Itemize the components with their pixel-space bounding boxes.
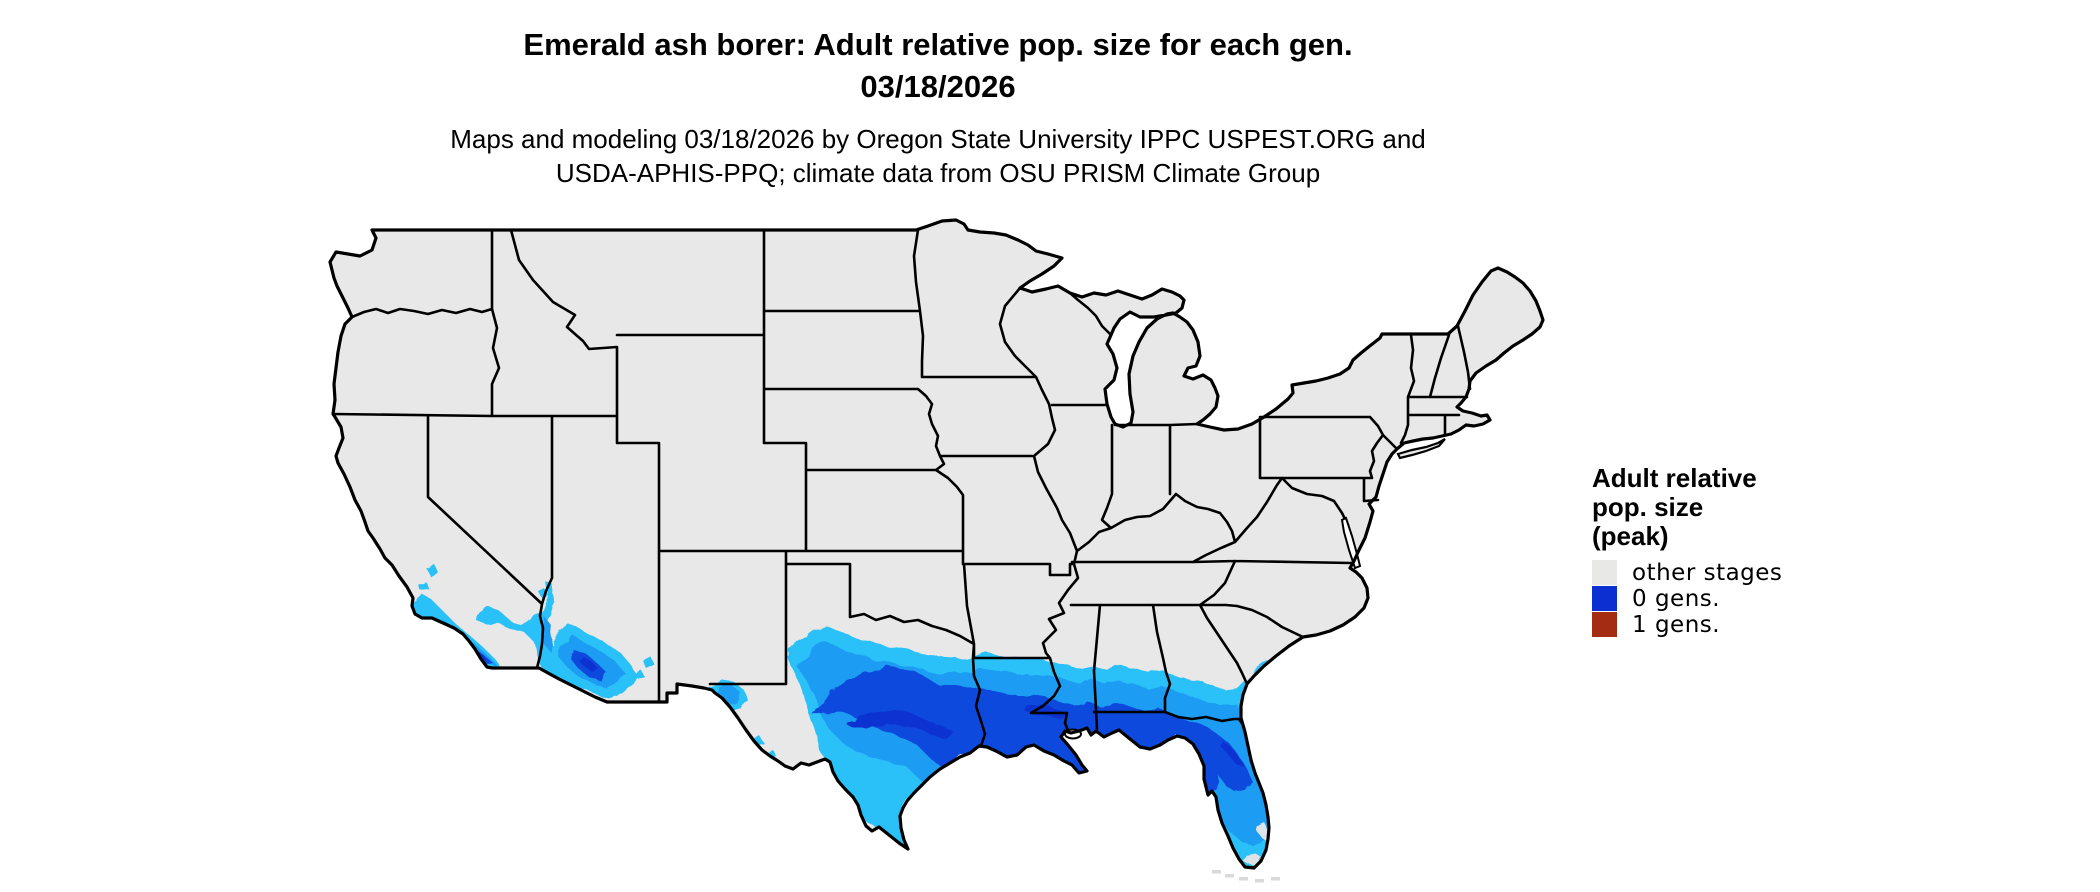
long-island <box>1396 438 1446 460</box>
title-line-1: Emerald ash borer: Adult relative pop. s… <box>523 27 1353 62</box>
other-stages-swatch <box>1592 560 1617 585</box>
subtitle-line-1: Maps and modeling 03/18/2026 by Oregon S… <box>450 124 1426 154</box>
page-title: Emerald ash borer: Adult relative pop. s… <box>326 24 1550 108</box>
subtitle-line-2: USDA-APHIS-PPQ; climate data from OSU PR… <box>555 158 1321 188</box>
legend-item-0-gens: 0 gens. <box>1592 585 1782 612</box>
state-borders <box>331 228 1472 748</box>
title-line-2: 03/18/2026 <box>860 69 1016 104</box>
page-subtitle: Maps and modeling 03/18/2026 by Oregon S… <box>326 122 1550 190</box>
legend-title-line-3: (peak) <box>1592 521 1669 551</box>
legend-item-1-gens: 1 gens. <box>1592 611 1782 638</box>
legend-title-line-1: Adult relative <box>1592 463 1757 493</box>
0-gens-swatch <box>1592 586 1617 611</box>
map-legend: Adult relative pop. size (peak) other st… <box>1592 464 1782 638</box>
0-gens-label: 0 gens. <box>1632 585 1721 612</box>
1-gens-label: 1 gens. <box>1632 611 1721 638</box>
other-stages-label: other stages <box>1632 559 1783 586</box>
conus-outline <box>328 218 1545 870</box>
us-map-svg <box>328 218 1545 883</box>
florida-keys <box>1212 870 1280 883</box>
legend-title-line-2: pop. size <box>1592 492 1704 522</box>
1-gens-swatch <box>1592 612 1617 637</box>
us-map <box>326 216 1550 886</box>
legend-title: Adult relative pop. size (peak) <box>1592 464 1782 551</box>
legend-item-other-stages: other stages <box>1592 559 1783 586</box>
